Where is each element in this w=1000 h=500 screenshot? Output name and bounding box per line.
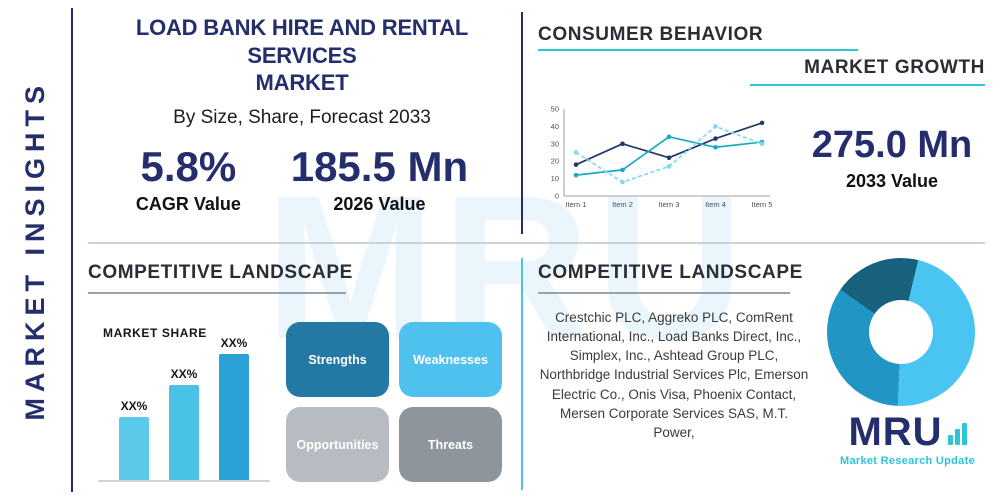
data-point bbox=[573, 162, 579, 167]
bar bbox=[169, 385, 199, 480]
competitive-landscape-left-underline bbox=[88, 292, 346, 294]
companies-list: Crestchic PLC, Aggreko PLC, ComRent Inte… bbox=[539, 310, 809, 440]
cagr-value: 5.8% bbox=[140, 142, 237, 190]
data-point bbox=[713, 136, 718, 141]
page-subtitle: By Size, Share, Forecast 2033 bbox=[173, 106, 431, 128]
bar-value-label: XX% bbox=[120, 399, 148, 413]
data-point bbox=[713, 124, 718, 129]
stats-row: 5.8% CAGR Value 185.5 Mn 2026 Value bbox=[86, 142, 518, 215]
data-point bbox=[573, 150, 579, 155]
bar bbox=[219, 354, 249, 480]
cagr-label: CAGR Value bbox=[135, 193, 241, 214]
market-growth-underline bbox=[750, 84, 985, 86]
y-tick-label: 0 bbox=[555, 192, 559, 201]
data-point bbox=[666, 164, 672, 169]
market-insights-vertical-label: MARKET INSIGHTS bbox=[19, 79, 50, 421]
bar-column: XX% bbox=[169, 367, 199, 480]
competitive-landscape-right-heading: COMPETITIVE LANDSCAPE bbox=[538, 262, 803, 283]
data-point bbox=[666, 134, 672, 140]
horizontal-divider bbox=[88, 242, 985, 244]
data-point bbox=[573, 172, 579, 178]
sidebar: MARKET INSIGHTS bbox=[0, 0, 70, 500]
logo-row: MRU bbox=[825, 412, 990, 452]
label-2033: 2033 Value bbox=[845, 170, 939, 191]
x-tick-label: Item 3 bbox=[659, 200, 680, 209]
data-point bbox=[620, 179, 625, 185]
competitive-landscape-left-heading: COMPETITIVE LANDSCAPE bbox=[88, 262, 353, 283]
page-title-line2: MARKET bbox=[255, 70, 349, 95]
y-tick-label: 30 bbox=[551, 139, 559, 148]
bar-value-label: XX% bbox=[220, 336, 248, 350]
y-tick-label: 40 bbox=[551, 122, 559, 131]
value-2026-stat: 185.5 Mn 2026 Value bbox=[290, 142, 469, 215]
swot-opportunities: Opportunities bbox=[286, 407, 389, 482]
swot-weaknesses: Weaknesses bbox=[399, 322, 502, 397]
y-tick-label: 10 bbox=[551, 174, 559, 183]
sidebar-divider bbox=[71, 8, 73, 492]
bar-column: XX% bbox=[119, 399, 149, 480]
market-share-bar-chart: XX% XX% XX% bbox=[98, 336, 270, 482]
x-tick-label: Item 1 bbox=[566, 200, 587, 209]
y-tick-label: 50 bbox=[551, 105, 559, 114]
consumer-behavior-heading: CONSUMER BEHAVIOR bbox=[538, 24, 764, 45]
bar-column: XX% bbox=[219, 336, 249, 480]
value-2026: 185.5 Mn bbox=[290, 142, 469, 190]
bar-chart-icon bbox=[947, 423, 967, 445]
data-point bbox=[620, 141, 625, 147]
data-point bbox=[759, 120, 765, 126]
market-growth-heading: MARKET GROWTH bbox=[804, 57, 985, 78]
consumer-behavior-underline bbox=[538, 49, 858, 51]
swot-grid: Strengths Weaknesses Opportunities Threats bbox=[286, 322, 502, 482]
bar-value-label: XX% bbox=[170, 367, 198, 381]
market-share-title: MARKET SHARE bbox=[103, 326, 207, 340]
x-tick-label: Item 2 bbox=[612, 200, 633, 209]
x-tick-label: Item 4 bbox=[705, 200, 726, 209]
swot-strengths: Strengths bbox=[286, 322, 389, 397]
logo-text: MRU bbox=[848, 410, 943, 454]
label-2026: 2026 Value bbox=[333, 193, 426, 214]
market-growth-line-chart: 0 10 20 30 40 50 Item 1 Item 2 Item 3 Item 4 Item … bbox=[551, 105, 773, 210]
cagr-stat: 5.8% CAGR Value bbox=[135, 142, 241, 215]
value-2033-stat: 275.0 Mn 2033 Value bbox=[796, 124, 988, 192]
top-vertical-divider bbox=[521, 12, 523, 234]
bar bbox=[119, 417, 149, 480]
y-tick-label: 20 bbox=[551, 157, 559, 166]
donut-chart bbox=[827, 258, 975, 406]
data-point bbox=[620, 167, 625, 173]
data-point bbox=[713, 144, 718, 150]
competitive-landscape-right-underline bbox=[538, 292, 790, 294]
logo-tagline: Market Research Update bbox=[840, 455, 975, 467]
header: LOAD BANK HIRE AND RENTAL SERVICES MARKE… bbox=[86, 14, 518, 215]
data-point bbox=[759, 141, 765, 147]
x-tick-label: Item 5 bbox=[752, 200, 773, 209]
bottom-vertical-divider bbox=[521, 258, 523, 490]
mru-logo: MRU Market Research Update bbox=[825, 412, 990, 467]
data-point bbox=[666, 155, 672, 161]
value-2033: 275.0 Mn bbox=[811, 124, 973, 166]
swot-threats: Threats bbox=[399, 407, 502, 482]
page-title-line1: LOAD BANK HIRE AND RENTAL SERVICES bbox=[135, 15, 469, 68]
